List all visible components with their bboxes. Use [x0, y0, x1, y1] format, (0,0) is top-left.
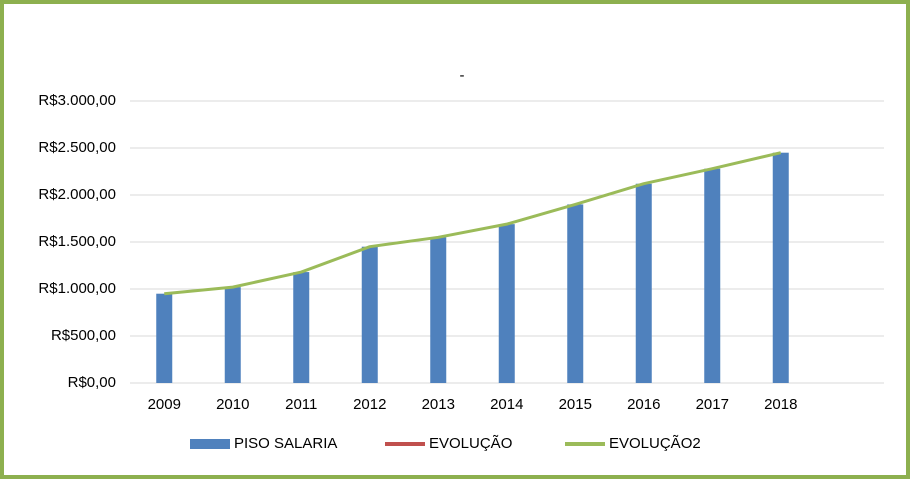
y-tick-label: R$2.000,00 [38, 186, 116, 203]
x-tick-label: 2010 [216, 396, 249, 413]
bar [430, 237, 447, 383]
x-tick-label: 2012 [353, 396, 386, 413]
x-tick-label: 2016 [627, 396, 660, 413]
bar [293, 272, 310, 383]
bar [704, 168, 721, 383]
x-tick-label: 2013 [422, 396, 455, 413]
y-tick-label: R$500,00 [51, 327, 116, 344]
y-tick-label: R$0,00 [68, 374, 116, 391]
x-tick-label: 2014 [490, 396, 523, 413]
bar [224, 287, 241, 383]
legend-label: EVOLUÇÃO2 [609, 435, 701, 452]
x-tick-label: 2018 [764, 396, 797, 413]
bar [567, 204, 584, 383]
bar [635, 183, 652, 383]
chart-title: - [460, 67, 465, 84]
y-tick-label: R$2.500,00 [38, 139, 116, 156]
legend-swatch [190, 439, 230, 449]
y-tick-label: R$3.000,00 [38, 92, 116, 109]
y-tick-label: R$1.500,00 [38, 233, 116, 250]
y-tick-label: R$1.000,00 [38, 280, 116, 297]
x-tick-label: 2017 [696, 396, 729, 413]
x-tick-label: 2009 [148, 396, 181, 413]
line [164, 151, 782, 296]
bar [361, 246, 378, 383]
x-tick-label: 2011 [285, 396, 317, 413]
bar [498, 224, 515, 383]
x-tick-label: 2015 [559, 396, 592, 413]
bar [156, 293, 173, 383]
legend-label: EVOLUÇÃO [429, 435, 512, 452]
bar [772, 152, 789, 383]
legend-label: PISO SALARIA [234, 435, 337, 452]
